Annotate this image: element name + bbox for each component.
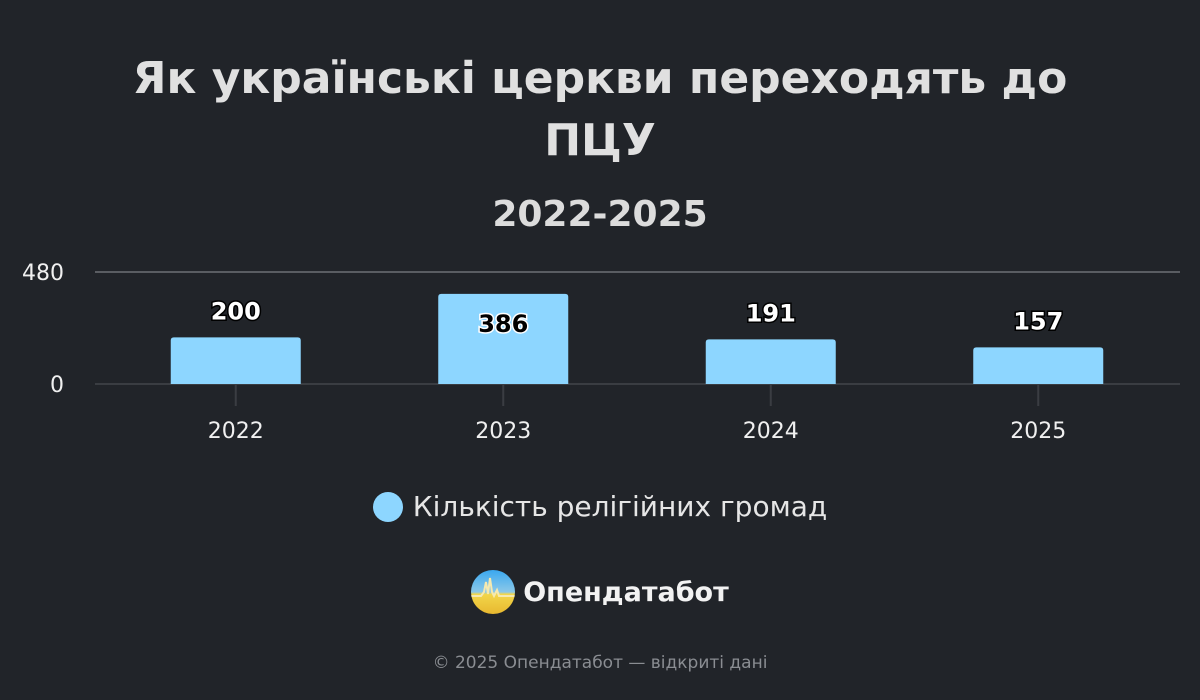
data-label: 191: [746, 299, 796, 327]
data-label: 386: [478, 310, 528, 338]
bar: [973, 347, 1104, 384]
y-tick-label: 480: [22, 261, 64, 286]
bar: [438, 293, 569, 384]
legend-label: Кількість релігійних громад: [412, 490, 828, 523]
legend-swatch: [372, 491, 403, 522]
x-tick-label: 2022: [208, 419, 264, 444]
title-line-2: ПЦУ: [544, 115, 656, 166]
bar: [705, 339, 836, 384]
x-tick-label: 2023: [475, 419, 531, 444]
bar: [170, 337, 301, 384]
bar-chart: 0 480 2022 200 2023 386 2024 191 2025 157: [22, 261, 1180, 444]
y-tick-label: 0: [50, 373, 64, 398]
chart-title: Як українські церкви переходять до ПЦУ: [0, 48, 1200, 172]
title-line-1: Як українські церкви переходять до: [132, 53, 1068, 104]
opendatabot-logo-icon: [471, 570, 516, 614]
x-tick-label: 2025: [1010, 419, 1066, 444]
data-label: 157: [1013, 307, 1063, 335]
footer-copyright: © 2025 Опендатабот — відкриті дані: [432, 653, 768, 673]
brand-name: Опендатабот: [523, 576, 729, 608]
brand-logo: Опендатабот: [0, 570, 1200, 614]
chart-subtitle: 2022-2025: [492, 194, 708, 235]
data-label: 200: [211, 297, 261, 325]
legend: Кількість релігійних громад: [0, 490, 1200, 523]
x-tick-label: 2024: [743, 419, 799, 444]
